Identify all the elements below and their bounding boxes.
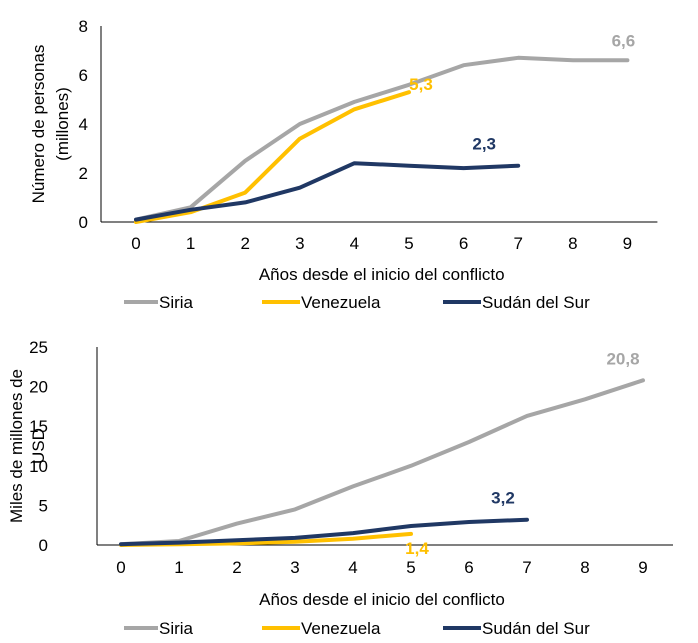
x-tick-label: 5 (404, 234, 413, 253)
x-tick-label: 9 (623, 234, 632, 253)
y-axis-title: USD (29, 428, 48, 464)
data-label: 5,3 (409, 75, 433, 94)
x-tick-label: 0 (116, 558, 125, 577)
y-axis-title: Miles de millones de (7, 369, 26, 523)
series-line-venezuela (136, 92, 409, 222)
y-tick-label: 6 (79, 66, 88, 85)
x-tick-label: 4 (348, 558, 357, 577)
y-tick-label: 2 (79, 164, 88, 183)
x-tick-label: 3 (290, 558, 299, 577)
y-axis-title: Número de personas (29, 45, 48, 204)
x-tick-label: 2 (240, 234, 249, 253)
data-label: 6,6 (612, 31, 636, 50)
legend-label: Venezuela (301, 293, 381, 312)
x-tick-label: 6 (464, 558, 473, 577)
data-label: 20,8 (606, 349, 639, 368)
y-axis-title: (millones) (53, 87, 72, 161)
x-tick-label: 1 (186, 234, 195, 253)
x-tick-label: 8 (568, 234, 577, 253)
x-axis-title: Años desde el inicio del conflicto (259, 590, 505, 609)
chart-persons: 0 2 4 6 8 0 1 2 3 4 5 6 7 8 9 Años desde el inicio del … (0, 0, 698, 322)
series-line-siria (121, 380, 643, 544)
y-tick-label: 8 (79, 17, 88, 36)
x-tick-label: 8 (580, 558, 589, 577)
y-tick-label: 0 (39, 536, 48, 555)
x-tick-label: 4 (350, 234, 359, 253)
series-line-sudan-del-sur (136, 163, 518, 219)
x-tick-label: 6 (459, 234, 468, 253)
legend-label: Siria (159, 293, 194, 312)
data-label: 3,2 (491, 489, 515, 508)
x-tick-label: 3 (295, 234, 304, 253)
x-axis-title: Años desde el inicio del conflicto (259, 265, 505, 284)
legend-label: Siria (159, 619, 194, 638)
data-label: 1,4 (405, 539, 429, 558)
x-tick-label: 7 (513, 234, 522, 253)
y-tick-label: 20 (29, 378, 48, 397)
legend-label: Sudán del Sur (482, 619, 590, 638)
y-tick-label: 0 (79, 213, 88, 232)
y-tick-label: 5 (39, 496, 48, 515)
y-tick-label: 4 (79, 115, 88, 134)
series-line-siria (136, 58, 627, 220)
x-tick-label: 1 (174, 558, 183, 577)
x-tick-label: 2 (232, 558, 241, 577)
x-tick-label: 0 (131, 234, 140, 253)
legend-label: Venezuela (301, 619, 381, 638)
x-tick-label: 9 (638, 558, 647, 577)
data-label: 2,3 (472, 135, 496, 154)
y-tick-label: 25 (29, 338, 48, 357)
legend-label: Sudán del Sur (482, 293, 590, 312)
x-tick-label: 7 (522, 558, 531, 577)
x-tick-label: 5 (406, 558, 415, 577)
